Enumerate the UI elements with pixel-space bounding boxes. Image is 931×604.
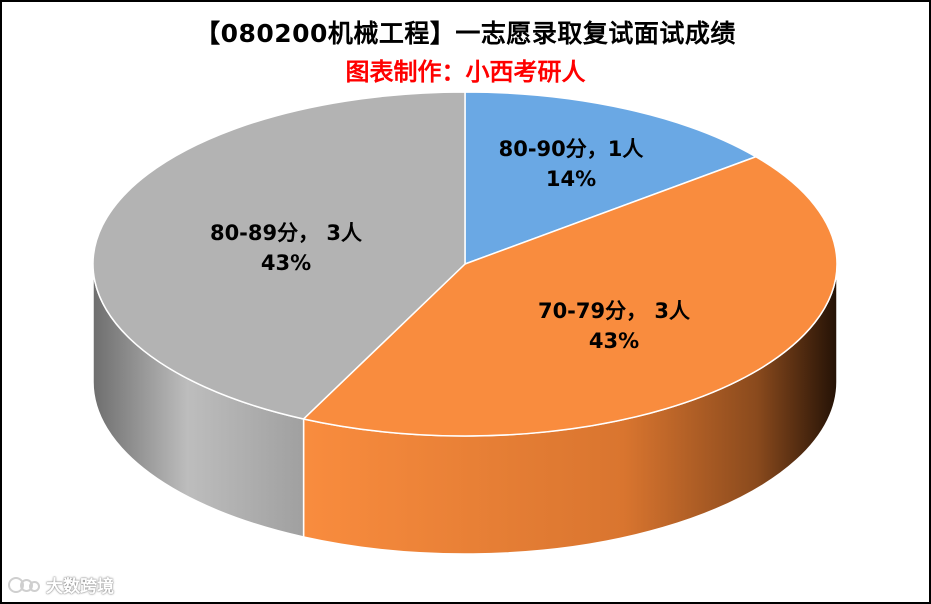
- pie-slice-label-2: 70-79分， 3人 43%: [538, 299, 690, 353]
- pie-slice-2: [302, 155, 838, 437]
- watermark-logo-icon: [8, 575, 42, 595]
- pie-slice-label-3: 80-89分， 3人 43%: [210, 221, 362, 275]
- chart-subtitle: 图表制作：小西考研人: [345, 58, 586, 86]
- pie-slice-3: [92, 91, 466, 420]
- pie-top-faces: [92, 91, 838, 437]
- pie-slice-1: [464, 91, 758, 266]
- pie-labels: 80-90分，1人 14% 70-79分， 3人 43% 80-89分， 3人 43%: [210, 137, 690, 353]
- watermark: 大数跨境: [8, 572, 114, 597]
- chart-title: 【080200机械工程】一志愿录取复试面试成绩: [195, 19, 736, 48]
- watermark-text: 大数跨境: [46, 577, 114, 597]
- pie-slice-label-1: 80-90分，1人 14%: [499, 137, 644, 191]
